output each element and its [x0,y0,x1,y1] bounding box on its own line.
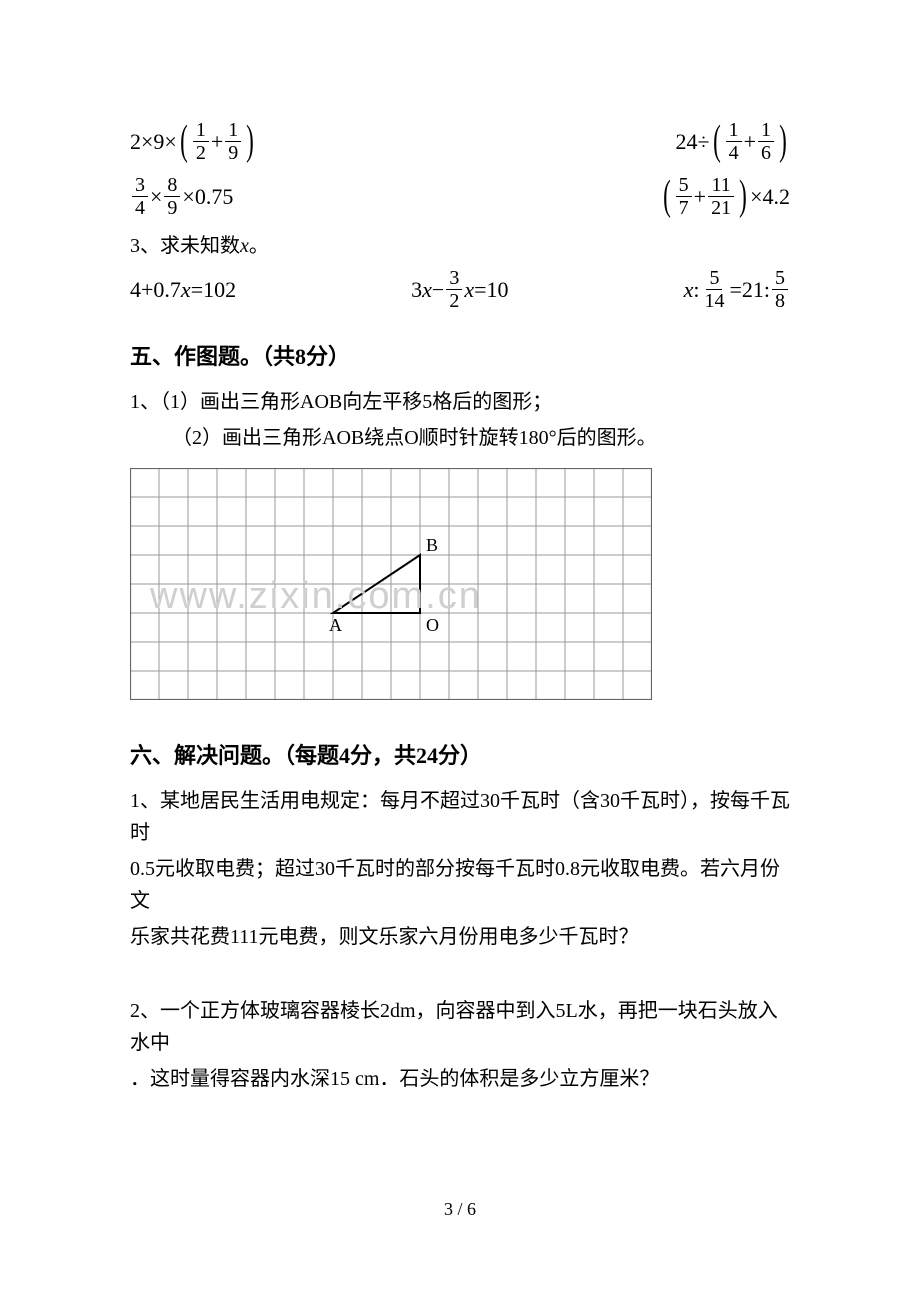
paren-open: ( [180,125,188,159]
fraction: 3 2 [446,268,462,311]
eq-3-a: 4+0.7x=102 [130,272,236,307]
paren-open: ( [713,125,721,159]
text: ×4.2 [750,179,790,214]
denom: 8 [772,290,788,311]
section-5-title: 五、作图题。（共8分） [130,339,790,374]
fraction: 1 9 [225,120,241,163]
text: =10 [474,272,508,307]
equation-row-2: 3 4 × 8 9 ×0.75 ( 5 7 + 11 21 ) ×4.2 [130,175,790,218]
eq-3-c: x: 5 14 =21: 5 8 [684,268,790,311]
equation-row-1: 2×9× ( 1 2 + 1 9 ) 24÷ ( 1 4 + 1 6 ) [130,120,790,163]
grid-svg: A O B [130,468,652,700]
colon: : [693,272,699,307]
plus: + [744,124,756,159]
eq-1-right: 24÷ ( 1 4 + 1 6 ) [676,120,791,163]
fraction: 1 4 [726,120,742,163]
eq-3-b: 3x − 3 2 x =10 [411,268,508,311]
denom: 14 [701,290,727,311]
svg-text:B: B [426,535,438,555]
text: 3、求未知数 [130,235,240,257]
times: × [150,179,162,214]
denom: 7 [676,197,692,218]
sec6-q1-line2: 0.5元收取电费；超过30千瓦时的部分按每千瓦时0.8元收取电费。若六月份文 [130,853,790,917]
var-x: x [464,272,474,307]
fraction: 8 9 [164,175,180,218]
plus: + [211,124,223,159]
spacer [130,957,790,991]
numer: 11 [708,175,733,197]
var-x: x [422,272,432,307]
fraction: 11 21 [708,175,734,218]
var-x: x [684,272,694,307]
numer: 3 [446,268,462,290]
var-x: x [181,272,191,307]
page-number: 3 / 6 [130,1195,790,1224]
text: =21: [729,272,770,307]
denom: 6 [758,142,774,163]
plus: + [694,179,706,214]
paren-open: ( [663,180,671,214]
numer: 1 [726,120,742,142]
fraction: 5 7 [676,175,692,218]
paren-close: ) [739,180,747,214]
numer: 1 [758,120,774,142]
denom: 2 [193,142,209,163]
numer: 5 [772,268,788,290]
svg-text:A: A [329,615,342,635]
fraction: 1 6 [758,120,774,163]
text: ×0.75 [182,179,233,214]
item-3: 3、求未知数x。 [130,230,790,262]
fraction: 5 14 [701,268,727,311]
grid-figure: AOB www.zixin.com.cn [130,468,790,710]
numer: 5 [706,268,722,290]
denom: 4 [132,197,148,218]
svg-text:O: O [426,615,439,635]
paren-close: ) [779,125,787,159]
denom: 21 [708,197,734,218]
fraction: 1 2 [193,120,209,163]
fraction: 3 4 [132,175,148,218]
text: 24÷ [676,124,710,159]
sec6-q1-line1: 1、某地居民生活用电规定：每月不超过30千瓦时（含30千瓦时），按每千瓦时 [130,785,790,849]
numer: 5 [676,175,692,197]
sec6-q2-line1: 2、一个正方体玻璃容器棱长2dm，向容器中到入5L水，再把一块石头放入水中 [130,995,790,1059]
denom: 9 [225,142,241,163]
text: 。 [249,235,269,257]
denom: 4 [726,142,742,163]
numer: 8 [164,175,180,197]
numer: 1 [225,120,241,142]
sec5-line2: （2）画出三角形AOB绕点O顺时针旋转180°后的图形。 [172,422,790,454]
text: =102 [191,272,236,307]
minus: − [432,272,444,307]
text: 4+0.7 [130,272,181,307]
numer: 1 [193,120,209,142]
sec5-line1: 1、（1）画出三角形AOB向左平移5格后的图形； [130,386,790,418]
numer: 3 [132,175,148,197]
denom: 9 [164,197,180,218]
var-x: x [240,235,249,257]
eq-2-left: 3 4 × 8 9 ×0.75 [130,175,233,218]
sec6-q1-line3: 乐家共花费111元电费，则文乐家六月份用电多少千瓦时？ [130,921,790,953]
text: 2×9× [130,124,177,159]
denom: 2 [446,290,462,311]
fraction: 5 8 [772,268,788,311]
paren-close: ) [246,125,254,159]
eq-2-right: ( 5 7 + 11 21 ) ×4.2 [660,175,790,218]
sec6-q2-line2: ．这时量得容器内水深15 cm．石头的体积是多少立方厘米？ [130,1063,790,1095]
eq-1-left: 2×9× ( 1 2 + 1 9 ) [130,120,257,163]
equation-row-3: 4+0.7x=102 3x − 3 2 x =10 x: 5 14 =21: 5… [130,268,790,311]
section-6-title: 六、解决问题。（每题4分，共24分） [130,738,790,773]
text: 3 [411,272,422,307]
